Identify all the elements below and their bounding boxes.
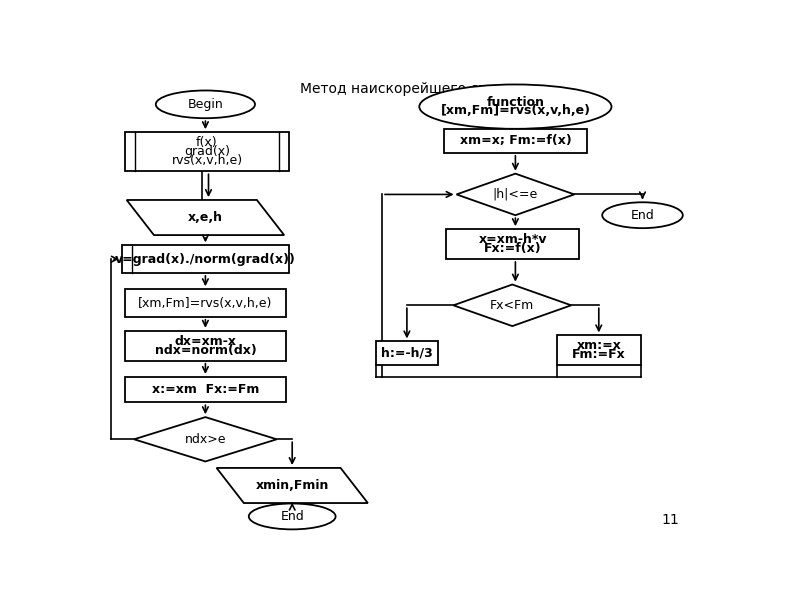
Text: Fx<Fm: Fx<Fm — [490, 299, 534, 312]
Text: x,e,h: x,e,h — [188, 211, 223, 224]
Text: grad(x): grad(x) — [184, 145, 230, 158]
Text: xm=x; Fm:=f(x): xm=x; Fm:=f(x) — [459, 134, 571, 148]
Text: End: End — [280, 510, 304, 523]
Text: Begin: Begin — [187, 98, 223, 111]
Text: h:=-h/3: h:=-h/3 — [381, 347, 433, 360]
Ellipse shape — [249, 503, 336, 529]
FancyBboxPatch shape — [122, 245, 289, 273]
Ellipse shape — [602, 202, 683, 228]
FancyBboxPatch shape — [446, 229, 579, 259]
Polygon shape — [454, 284, 571, 326]
Text: dx=xm-x: dx=xm-x — [174, 335, 237, 347]
Text: Fm:=Fx: Fm:=Fx — [572, 349, 626, 361]
FancyBboxPatch shape — [125, 331, 286, 361]
Text: xm:=x: xm:=x — [576, 339, 622, 352]
Text: [xm,Fm]=rvs(x,v,h,e): [xm,Fm]=rvs(x,v,h,e) — [138, 296, 273, 310]
Polygon shape — [126, 200, 284, 235]
Text: f(x): f(x) — [196, 136, 218, 149]
Text: ndx>e: ndx>e — [185, 433, 226, 446]
FancyBboxPatch shape — [125, 289, 286, 317]
Polygon shape — [134, 417, 277, 461]
Text: v=grad(x)./norm(grad(x)): v=grad(x)./norm(grad(x)) — [115, 253, 296, 266]
FancyBboxPatch shape — [557, 335, 641, 365]
Text: x=xm-h*v: x=xm-h*v — [478, 233, 547, 246]
Text: [xm,Fm]=rvs(x,v,h,e): [xm,Fm]=rvs(x,v,h,e) — [441, 104, 590, 118]
FancyBboxPatch shape — [444, 129, 586, 153]
Text: Fx:=f(x): Fx:=f(x) — [484, 242, 542, 255]
Text: End: End — [630, 209, 654, 222]
Polygon shape — [217, 468, 368, 503]
Polygon shape — [457, 173, 574, 215]
FancyBboxPatch shape — [125, 132, 289, 172]
Text: xmin,Fmin: xmin,Fmin — [255, 479, 329, 492]
Text: rvs(x,v,h,e): rvs(x,v,h,e) — [171, 154, 242, 167]
FancyBboxPatch shape — [125, 377, 286, 403]
Text: function: function — [486, 96, 545, 109]
Text: ndx=norm(dx): ndx=norm(dx) — [154, 344, 256, 357]
Ellipse shape — [156, 91, 255, 118]
FancyBboxPatch shape — [376, 341, 438, 365]
Text: |h|<=e: |h|<=e — [493, 188, 538, 201]
Text: x:=xm  Fx:=Fm: x:=xm Fx:=Fm — [152, 383, 259, 396]
Ellipse shape — [419, 85, 611, 129]
Text: 11: 11 — [662, 513, 679, 527]
Text: Метод наискорейшего спуска: Метод наискорейшего спуска — [300, 82, 520, 96]
